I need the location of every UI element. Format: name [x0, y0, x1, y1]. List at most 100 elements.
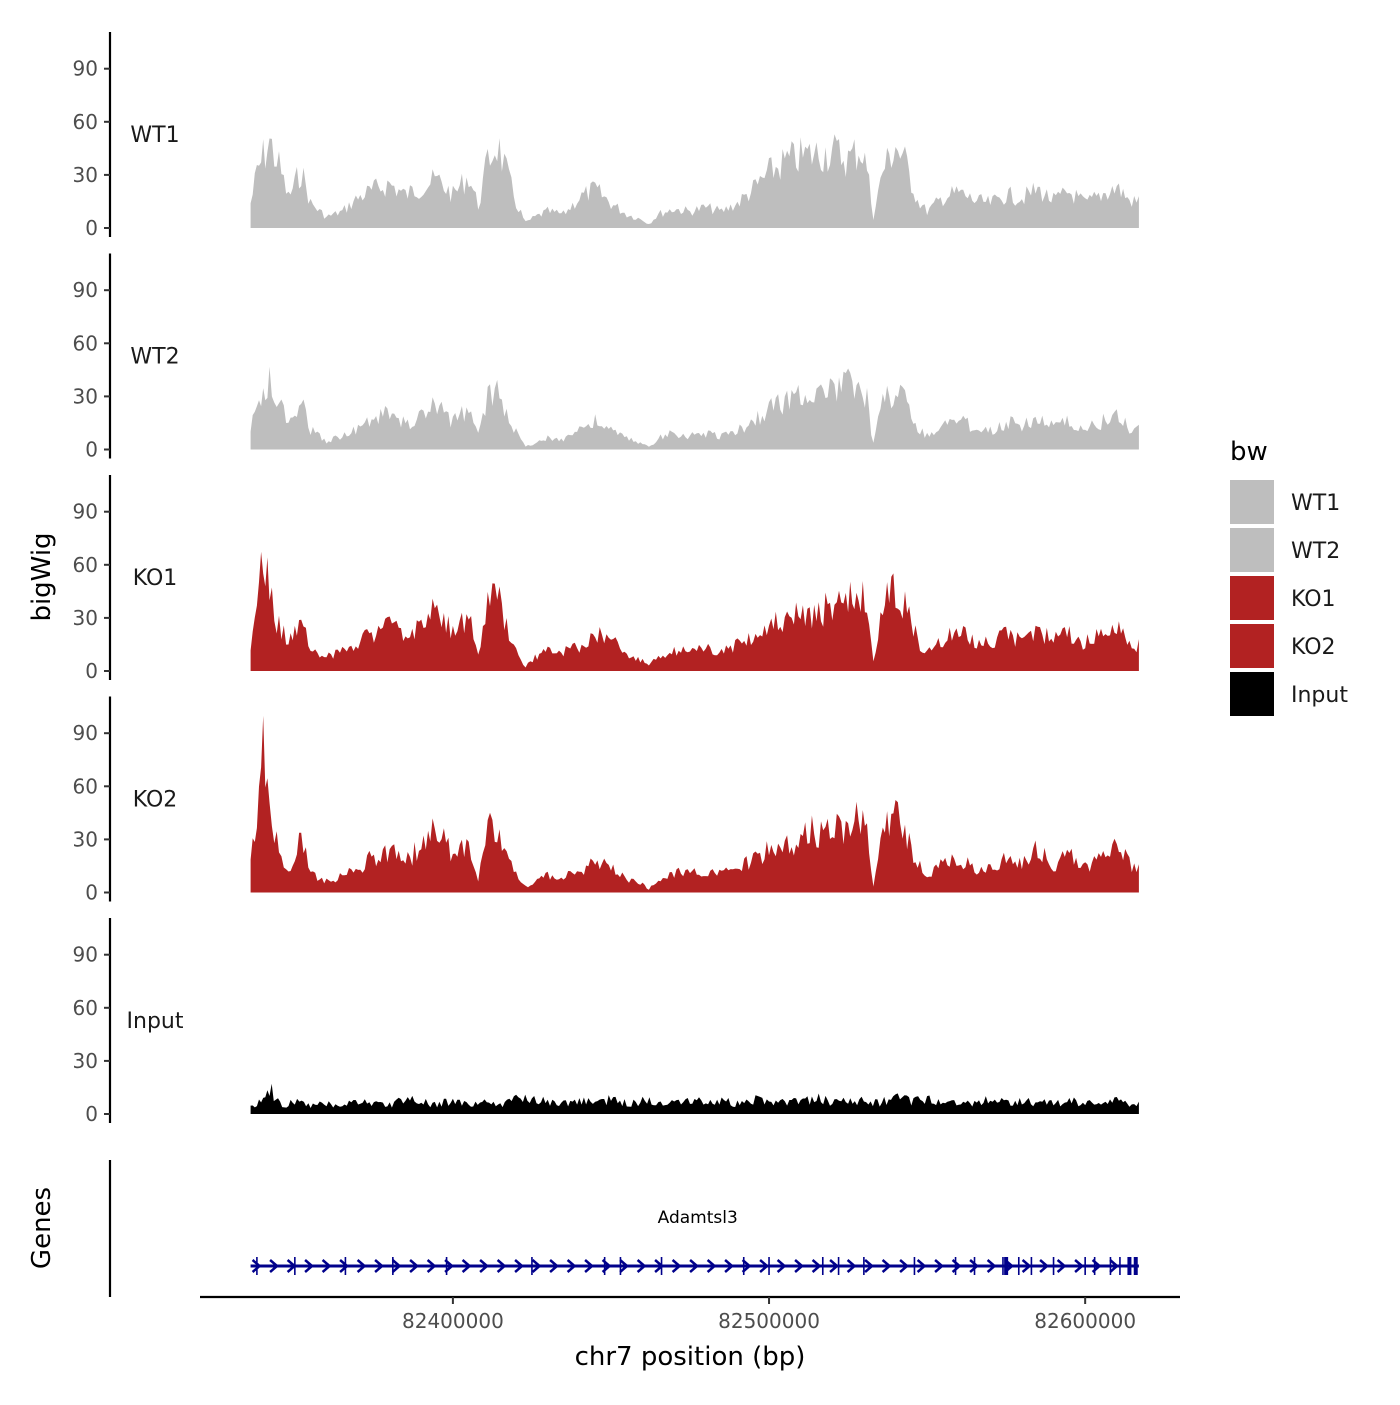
track-label-ko1: KO1	[133, 566, 178, 591]
legend-key-wt2	[1230, 528, 1274, 572]
exon-20	[1017, 1257, 1020, 1275]
y-tick-label-input-60: 60	[73, 996, 98, 1020]
strand-arrow	[741, 1259, 752, 1273]
exon-17	[973, 1257, 976, 1275]
x-tick-label-82400000: 82400000	[402, 1309, 504, 1333]
y-tick-label-ko1-90: 90	[73, 500, 98, 524]
track-label-input: Input	[127, 1009, 184, 1034]
x-tick-label-82600000: 82600000	[1034, 1309, 1136, 1333]
exon-5	[445, 1257, 448, 1275]
y-axis-title: bigWig	[27, 532, 57, 621]
strand-arrow	[461, 1259, 472, 1273]
strand-arrow	[636, 1259, 647, 1273]
strand-arrow	[251, 1259, 262, 1273]
strand-arrow	[496, 1259, 507, 1273]
exon-19	[1004, 1257, 1009, 1275]
strand-arrow	[531, 1259, 542, 1273]
strand-arrow	[671, 1259, 682, 1273]
strand-arrow	[479, 1259, 490, 1273]
strand-arrow	[1056, 1259, 1067, 1273]
signal-area-ko1	[250, 551, 1139, 671]
y-tick-label-wt1-30: 30	[73, 163, 98, 187]
strand-arrow	[426, 1259, 437, 1273]
y-tick-label-wt1-90: 90	[73, 57, 98, 81]
strand-arrow	[846, 1259, 857, 1273]
track-ko1: 0 30 60 90 KO1	[73, 475, 1139, 683]
exon-3	[344, 1257, 347, 1275]
x-axis: 82400000 82500000 82600000	[200, 1295, 1180, 1333]
strand-arrow	[584, 1259, 595, 1273]
exon-10	[742, 1257, 745, 1275]
exon-24	[1093, 1257, 1096, 1275]
exon-2	[294, 1257, 296, 1275]
legend-key-ko2	[1230, 624, 1274, 668]
legend-label-input: Input	[1291, 683, 1348, 708]
exon-21	[1030, 1257, 1033, 1275]
strand-arrow	[689, 1259, 700, 1273]
legend-label-ko2: KO2	[1291, 635, 1336, 660]
y-tick-label-ko2-90: 90	[73, 721, 98, 745]
gene-label-adamtsl3: Adamtsl3	[658, 1208, 738, 1228]
x-axis-title: chr7 position (bp)	[575, 1342, 806, 1372]
y-tick-label-ko1-0: 0	[85, 659, 98, 683]
track-input: 0 30 60 90 Input	[73, 918, 1139, 1126]
strand-arrow	[356, 1259, 367, 1273]
y-tick-label-ko1-30: 30	[73, 606, 98, 630]
strand-arrow	[374, 1259, 385, 1273]
strand-arrow	[1074, 1259, 1085, 1273]
exon-13	[837, 1257, 840, 1275]
y-tick-label-ko2-60: 60	[73, 774, 98, 798]
genes-axis-title: Genes	[27, 1187, 57, 1269]
strand-arrow	[321, 1259, 332, 1273]
y-tick-label-input-90: 90	[73, 943, 98, 967]
strand-arrow	[1109, 1259, 1120, 1273]
legend-key-wt1	[1230, 480, 1274, 524]
strand-arrow	[619, 1259, 630, 1273]
exon-9	[660, 1257, 663, 1275]
strand-arrow	[339, 1259, 350, 1273]
legend: bw WT1 WT2 KO1 KO2 Input	[1230, 437, 1348, 716]
strand-arrow	[549, 1259, 560, 1273]
legend-key-ko1	[1230, 576, 1274, 620]
exon-25	[1109, 1257, 1112, 1275]
exon-26	[1119, 1257, 1121, 1275]
strand-arrow	[444, 1259, 455, 1273]
track-label-wt2: WT2	[130, 345, 179, 370]
strand-arrow	[391, 1259, 402, 1273]
signal-area-input	[250, 1083, 1139, 1114]
strand-arrow	[514, 1259, 525, 1273]
legend-label-wt2: WT2	[1291, 539, 1340, 564]
strand-arrow	[864, 1259, 875, 1273]
legend-title: bw	[1230, 437, 1268, 467]
exon-6	[531, 1257, 533, 1275]
strand-arrow	[269, 1259, 280, 1273]
gene-track: Adamtsl3	[108, 1160, 1139, 1297]
track-wt2: 0 30 60 90 WT2	[73, 253, 1139, 462]
y-tick-label-wt1-0: 0	[85, 216, 98, 240]
x-tick-label-82500000: 82500000	[718, 1309, 820, 1333]
y-tick-label-wt1-60: 60	[73, 110, 98, 134]
exon-7	[603, 1257, 606, 1275]
strand-arrow	[829, 1259, 840, 1273]
strand-arrow	[409, 1259, 420, 1273]
strand-arrow	[566, 1259, 577, 1273]
signal-tracks: 0 30 60 90 WT1 0 30 60 90 WT2 0 30 60 90 KO1 0 30 60 90 KO2…	[73, 32, 1139, 1126]
exon-4	[392, 1257, 394, 1275]
strand-arrow	[934, 1259, 945, 1273]
strand-arrow	[881, 1259, 892, 1273]
strand-arrow	[1021, 1259, 1032, 1273]
exon-23	[1084, 1257, 1086, 1275]
legend-label-ko1: KO1	[1291, 587, 1336, 612]
y-tick-label-ko1-60: 60	[73, 553, 98, 577]
exon-22	[1052, 1257, 1055, 1275]
signal-area-ko2	[250, 715, 1139, 893]
track-wt1: 0 30 60 90 WT1	[73, 32, 1139, 240]
y-tick-label-input-30: 30	[73, 1049, 98, 1073]
signal-area-wt1	[250, 134, 1139, 228]
exon-11	[768, 1257, 770, 1275]
strand-arrow	[916, 1259, 927, 1273]
exon-15	[913, 1257, 916, 1275]
y-tick-label-input-0: 0	[85, 1102, 98, 1126]
exon-16	[954, 1257, 957, 1275]
exon-12	[821, 1257, 824, 1275]
